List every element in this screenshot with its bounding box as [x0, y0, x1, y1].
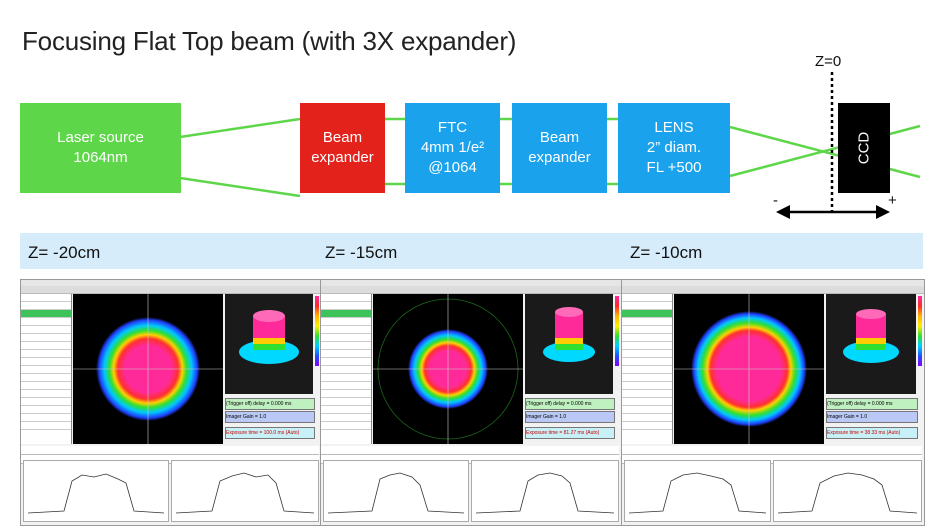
3d-profile-view [826, 294, 916, 394]
toolbar [622, 286, 924, 294]
results-row [321, 446, 619, 455]
trigger-delay-readout: (Trigger off) delay = 0.000 ms [826, 398, 918, 410]
ccd-camera-box: CCD [838, 103, 890, 193]
toolbar [21, 286, 321, 294]
y-profile-plot [773, 460, 922, 522]
beam-image [674, 294, 824, 444]
color-scale [315, 296, 319, 366]
exposure-time-readout: Exposure time = 38.33 ms (Auto) [826, 427, 918, 439]
beam-image [73, 294, 223, 444]
results-row [21, 446, 319, 455]
exposure-time-readout: Exposure time = 81.27 ms (Auto) [525, 427, 615, 439]
beam-profiler-screenshot-1: (Trigger off) delay = 0.000 ms Imager Ga… [20, 279, 322, 526]
results-row [321, 455, 619, 464]
x-profile-plot [23, 460, 169, 522]
beam-profiler-screenshot-3: (Trigger off) delay = 0.000 ms Imager Ga… [621, 279, 925, 526]
exposure-time-readout: Exposure time = 100.0 ms (Auto) [225, 427, 315, 439]
laser-source-box: Laser source 1064nm [20, 103, 181, 193]
position-header-strip [20, 233, 923, 269]
beam-image [373, 294, 523, 444]
slide-title: Focusing Flat Top beam (with 3X expander… [22, 26, 517, 56]
arrow-left-icon [776, 205, 790, 219]
results-row [21, 455, 319, 464]
beam-spot [373, 294, 523, 444]
beam-line [159, 173, 301, 198]
results-row [622, 446, 922, 455]
beam-expander-box-1: Beam expander [300, 103, 385, 193]
position-label-1: Z= -20cm [28, 243, 101, 262]
position-label-2: Z= -15cm [325, 243, 398, 262]
results-row [622, 455, 922, 464]
beam-expander-box-2: Beam expander [512, 103, 607, 193]
imager-gain-readout: Imager Gain = 1.0 [525, 411, 615, 423]
position-label-3: Z= -10cm [630, 243, 703, 262]
ftc-box: FTC 4mm 1/e² @1064 [405, 103, 500, 193]
color-scale [615, 296, 619, 366]
toolbar [321, 286, 621, 294]
stats-table [321, 294, 372, 444]
ccd-label: CCD [855, 131, 873, 165]
z0-label: Z=0 [815, 53, 842, 70]
x-profile-plot [323, 460, 469, 522]
lens-box: LENS 2” diam. FL +500 [618, 103, 730, 193]
y-profile-plot [171, 460, 319, 522]
stats-table [21, 294, 72, 444]
beam-spot [73, 294, 223, 444]
imager-gain-readout: Imager Gain = 1.0 [225, 411, 315, 423]
x-profile-plot [624, 460, 771, 522]
y-profile-plot [471, 460, 619, 522]
beam-line [159, 117, 301, 142]
trigger-delay-readout: (Trigger off) delay = 0.000 ms [525, 398, 615, 410]
imager-gain-readout: Imager Gain = 1.0 [826, 411, 918, 423]
arrow-right-icon [876, 205, 890, 219]
trigger-delay-readout: (Trigger off) delay = 0.000 ms [225, 398, 315, 410]
3d-profile-view [525, 294, 613, 394]
minus-label: - [773, 192, 778, 209]
color-scale [918, 296, 922, 366]
3d-profile-view [225, 294, 313, 394]
beam-profiler-screenshot-2: (Trigger off) delay = 0.000 ms Imager Ga… [320, 279, 622, 526]
beam-spot [674, 294, 824, 444]
stats-table [622, 294, 673, 444]
plus-label: + [888, 192, 897, 209]
